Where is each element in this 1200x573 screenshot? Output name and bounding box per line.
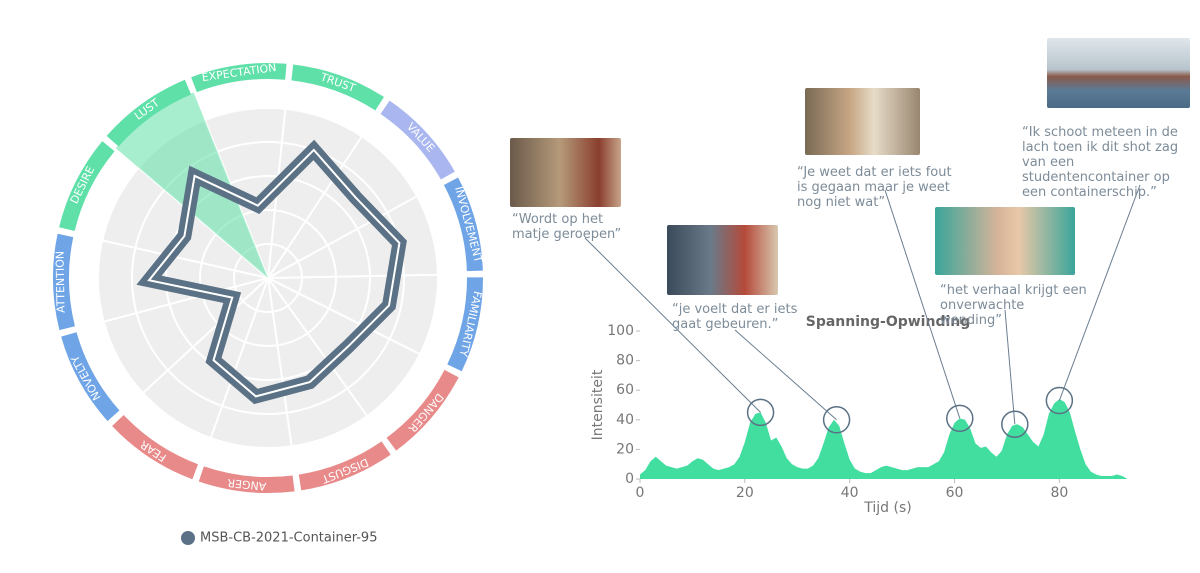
spoke xyxy=(142,277,269,394)
y-tick-label: 40 xyxy=(616,412,634,428)
annotation-circle xyxy=(946,404,974,433)
x-tick-label: 80 xyxy=(1050,485,1068,501)
annotation-text: “Wordt op het matje geroepen” xyxy=(512,212,622,242)
annotation-circle xyxy=(1001,410,1029,438)
spoke xyxy=(267,277,368,417)
x-tick-label: 20 xyxy=(736,485,754,501)
spoke xyxy=(267,277,293,447)
category-segment xyxy=(380,100,455,180)
category-label: DANGER xyxy=(405,390,446,435)
storyboard-image xyxy=(667,225,778,295)
annotation-circle xyxy=(746,398,775,427)
annotation-text: “Je weet dat er iets fout is gegaan maar… xyxy=(797,165,952,210)
storyboard-image xyxy=(805,88,920,155)
annotation-leader xyxy=(884,189,961,419)
x-tick-label: 60 xyxy=(946,485,964,501)
legend-marker xyxy=(181,531,195,545)
category-segment xyxy=(59,141,115,232)
grid-circle xyxy=(131,141,405,415)
grid-circle xyxy=(97,107,439,449)
x-axis-label: Tijd (s) xyxy=(863,500,911,516)
category-label: FAMILIARITY xyxy=(457,290,485,358)
spoke xyxy=(267,195,418,279)
annotation-leader xyxy=(1004,309,1016,425)
annotation-leader xyxy=(734,329,837,421)
x-tick-label: 0 xyxy=(636,485,645,501)
radar-line-inner xyxy=(147,148,401,398)
category-segment xyxy=(447,277,483,372)
y-tick-label: 60 xyxy=(616,382,634,398)
annotation-circle xyxy=(822,406,851,434)
area xyxy=(640,399,1128,479)
spoke xyxy=(101,239,269,279)
y-axis-label: Intensiteit xyxy=(590,369,606,440)
annotation-circle xyxy=(1045,386,1074,415)
y-tick-label: 100 xyxy=(607,323,634,339)
category-label: ATTENTION xyxy=(53,251,67,313)
category-segment xyxy=(443,177,483,272)
spoke xyxy=(267,135,363,279)
category-segment xyxy=(291,64,384,111)
category-segment xyxy=(198,466,295,493)
annotation-text: “je voelt dat er iets gaat gebeuren.” xyxy=(672,302,798,332)
y-tick-label: 0 xyxy=(625,471,634,487)
y-tick-label: 80 xyxy=(616,353,634,369)
category-label: ANGER xyxy=(227,476,267,493)
category-segment xyxy=(298,441,391,491)
spoke xyxy=(103,277,269,323)
category-segment xyxy=(112,414,199,480)
category-segment xyxy=(386,369,459,451)
storyboard-image xyxy=(510,138,621,207)
category-segment xyxy=(53,233,75,331)
storyboard-image xyxy=(1047,38,1190,108)
category-segment xyxy=(106,79,192,147)
annotation-leader xyxy=(584,237,761,413)
annotation-leader xyxy=(1058,184,1141,401)
annotation-text: “Ik schoot meteen in de lach toen ik dit… xyxy=(1022,125,1179,200)
grid-circle xyxy=(199,209,337,347)
category-segment xyxy=(61,332,120,422)
spoke xyxy=(267,273,438,279)
category-segment xyxy=(191,63,287,93)
x-tick-label: 40 xyxy=(841,485,859,501)
storyboard-image xyxy=(935,207,1075,275)
spoke xyxy=(209,277,269,439)
legend-label: MSB-CB-2021-Container-95 xyxy=(200,531,377,546)
annotation-text: “het verhaal krijgt een onverwachte wend… xyxy=(940,283,1087,328)
y-tick-label: 20 xyxy=(616,441,634,457)
spoke xyxy=(267,277,421,356)
